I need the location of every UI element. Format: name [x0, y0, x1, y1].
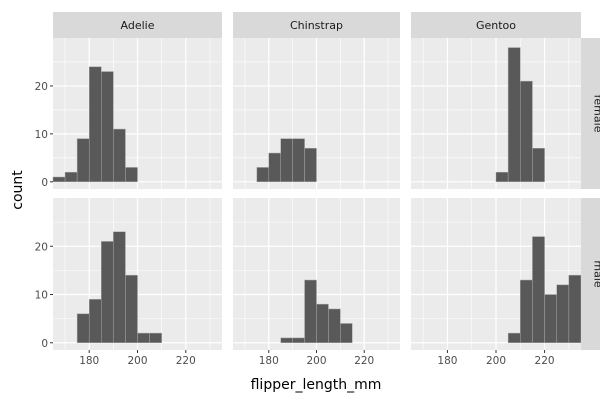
histogram-bar [568, 274, 582, 344]
y-tick-label: 20 [35, 241, 48, 253]
histogram-bar [544, 294, 557, 344]
row-strip-male [581, 198, 600, 350]
histogram-bar [125, 167, 138, 183]
histogram-bar [520, 279, 533, 344]
column-strip-label: Chinstrap [290, 19, 343, 32]
histogram-bar [292, 337, 305, 344]
y-axis-title: count [10, 170, 26, 210]
column-strip-label: Adelie [121, 19, 155, 32]
histogram-bar [125, 274, 138, 344]
histogram-bar [113, 128, 126, 183]
column-strip-label: Gentoo [476, 19, 516, 32]
histogram-bar [101, 241, 114, 344]
histogram-bar [280, 337, 293, 344]
x-tick-label: 180 [259, 355, 279, 367]
x-tick-label: 220 [176, 355, 196, 367]
x-tick-label: 200 [306, 355, 326, 367]
histogram-bar [292, 138, 305, 183]
histogram-bar [280, 138, 293, 183]
histogram-bar [256, 167, 270, 183]
panel-female-gentoo [411, 38, 581, 189]
column-strip-adelie [53, 12, 222, 38]
histogram-bar [88, 66, 102, 183]
x-tick-label: 220 [354, 355, 374, 367]
histogram-bar [520, 80, 533, 183]
histogram-bar [149, 332, 162, 344]
y-tick-label: 10 [35, 290, 48, 302]
panel-male-chinstrap [233, 198, 400, 350]
histogram-bar [304, 148, 317, 183]
x-tick-label: 180 [79, 355, 99, 367]
histogram-bar [532, 236, 545, 344]
histogram-bar [101, 71, 114, 183]
row-strips: female male [581, 38, 600, 350]
histogram-bar [268, 152, 281, 183]
histogram-bar [88, 299, 102, 344]
column-strips: Adelie Chinstrap Gentoo [53, 12, 581, 38]
row-strip-label: female [592, 95, 600, 133]
histogram-bar [340, 323, 353, 344]
histogram-bar [304, 279, 317, 344]
histogram-bar [495, 171, 509, 183]
histogram-bar [507, 332, 521, 344]
y-tick-label: 10 [35, 129, 48, 141]
y-tick-label: 0 [41, 177, 48, 189]
x-tick-label: 200 [486, 355, 506, 367]
histogram-bar [532, 148, 545, 183]
panel-male-gentoo [411, 198, 582, 350]
y-tick-label: 20 [35, 81, 48, 93]
histogram-bar [137, 332, 150, 344]
histogram-bar [556, 284, 570, 344]
x-tick-label: 180 [437, 355, 457, 367]
histogram-bar [328, 308, 341, 344]
x-axis-title: flipper_length_mm [251, 377, 382, 393]
y-tick-label: 0 [41, 338, 48, 350]
row-strip-label: male [592, 260, 600, 288]
histogram-bar [76, 138, 90, 183]
row-strip-female [581, 38, 600, 189]
x-tick-label: 200 [127, 355, 147, 367]
x-tick-label: 220 [535, 355, 555, 367]
histogram-bar [64, 171, 78, 183]
histogram-bar [113, 231, 126, 344]
histogram-bar [507, 47, 521, 183]
panel-female-chinstrap [233, 38, 400, 189]
column-strip-gentoo [411, 12, 581, 38]
column-strip-chinstrap [233, 12, 400, 38]
histogram-bar [316, 303, 329, 344]
panel-male-adelie [53, 198, 222, 350]
histogram-bar [52, 176, 66, 183]
panels-layer [52, 38, 582, 350]
panel-female-adelie [52, 38, 222, 189]
histogram-bar [76, 313, 90, 344]
